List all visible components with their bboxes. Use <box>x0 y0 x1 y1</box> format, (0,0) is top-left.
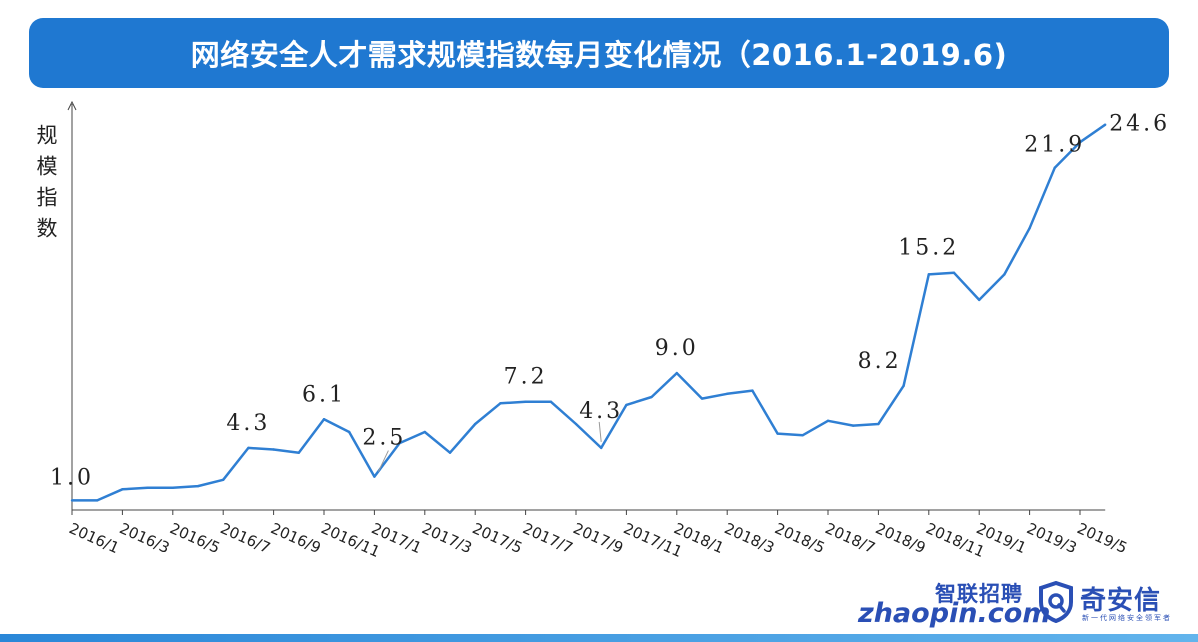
data-point <box>700 397 704 400</box>
data-point <box>927 273 930 276</box>
zhaopin-logo-cn: 智联招聘 <box>935 582 1023 606</box>
data-point <box>70 499 74 502</box>
data-point <box>952 271 956 274</box>
data-point <box>222 478 225 481</box>
data-point <box>801 433 804 437</box>
data-point <box>373 475 376 478</box>
y-axis-arrow <box>67 100 77 111</box>
data-point <box>902 384 905 388</box>
data-point <box>650 395 653 399</box>
data-point <box>423 430 426 434</box>
data-point <box>524 400 527 403</box>
shield-icon <box>1039 581 1073 623</box>
data-point <box>146 486 149 489</box>
data-label: 7.2 <box>504 365 548 390</box>
data-label: 8.2 <box>858 349 902 374</box>
qianxin-logo-cn: 奇安信 <box>1080 586 1162 616</box>
x-tick-label: 2017/5 <box>470 519 526 557</box>
data-point <box>852 424 855 427</box>
x-tick-label: 2018/7 <box>822 519 878 557</box>
zhaopin-logo: 智联招聘 zhaopin.com <box>858 578 1050 629</box>
chart-title-bar: 网络安全人才需求规模指数每月变化情况（2016.1-2019.6) <box>29 18 1169 88</box>
leader-line <box>377 450 389 472</box>
data-point <box>448 451 452 454</box>
data-point <box>322 418 326 421</box>
data-point <box>1078 141 1082 144</box>
qianxin-logo: 奇安信 新一代网络安全领军者 <box>1038 578 1183 628</box>
data-point <box>1053 166 1057 169</box>
zhaopin-logo-en: zhaopin.com <box>858 598 1051 629</box>
x-tick-label: 2018/3 <box>722 519 778 557</box>
data-label: 4.3 <box>226 411 270 436</box>
series-group <box>70 123 1107 502</box>
leader-line <box>598 421 602 442</box>
data-point <box>297 451 300 454</box>
x-tick-label: 2016/9 <box>268 519 324 557</box>
data-point <box>877 422 880 426</box>
data-point <box>348 430 351 434</box>
x-tick-label: 2019/3 <box>1024 519 1080 557</box>
data-point <box>1104 123 1107 126</box>
data-point <box>499 402 502 405</box>
x-tick-label: 2016/1 <box>66 519 122 557</box>
data-point <box>1028 227 1031 230</box>
data-point <box>549 400 552 403</box>
bottom-stripe <box>0 634 1198 642</box>
data-label: 15.2 <box>898 235 959 260</box>
data-point <box>726 392 729 395</box>
data-point <box>574 422 578 426</box>
x-axis-ticks: 2016/12016/32016/52016/72016/92016/11201… <box>66 510 1130 561</box>
x-tick-label: 2017/3 <box>419 519 475 557</box>
data-point <box>826 419 830 423</box>
data-label: 9.0 <box>655 336 699 361</box>
x-tick-label: 2016/5 <box>167 519 223 557</box>
x-tick-label: 2018/9 <box>873 519 929 557</box>
data-labels: 1.0 4.3 6.1 2.5 7.2 4.3 9.0 8.2 15.2 21.9 24.6 <box>50 112 1170 491</box>
data-point <box>247 446 250 450</box>
data-point <box>96 499 99 502</box>
x-tick-label: 2016/7 <box>218 519 274 557</box>
chart-axes <box>67 100 1106 511</box>
data-label: 6.1 <box>302 382 346 407</box>
x-tick-label: 2017/7 <box>520 519 576 557</box>
chart-title: 网络安全人才需求规模指数每月变化情况（2016.1-2019.6) <box>190 38 1008 72</box>
qianxin-slogan: 新一代网络安全领军者 <box>1082 614 1172 622</box>
data-point <box>196 484 200 488</box>
data-label: 2.5 <box>362 426 406 451</box>
series-line <box>72 123 1106 502</box>
data-point <box>776 432 779 435</box>
data-point <box>751 389 754 392</box>
data-point <box>600 446 603 450</box>
data-label: 21.9 <box>1024 133 1085 158</box>
data-point <box>625 403 628 407</box>
data-point <box>398 441 401 445</box>
y-axis-label: 规模指数 <box>34 124 58 248</box>
data-label: 24.6 <box>1109 112 1170 137</box>
data-point <box>1003 273 1006 276</box>
data-point <box>121 488 124 491</box>
data-point <box>978 298 981 302</box>
data-point <box>474 422 477 426</box>
data-label: 1.0 <box>50 465 94 490</box>
data-point <box>675 371 678 375</box>
x-tick-label: 2018/5 <box>772 519 828 557</box>
data-point <box>272 448 275 451</box>
data-point <box>171 486 174 489</box>
x-tick-label: 2016/3 <box>117 519 173 557</box>
data-label: 4.3 <box>579 399 623 424</box>
x-tick-label: 2019/5 <box>1074 519 1130 557</box>
x-tick-label: 2017/9 <box>570 519 626 557</box>
